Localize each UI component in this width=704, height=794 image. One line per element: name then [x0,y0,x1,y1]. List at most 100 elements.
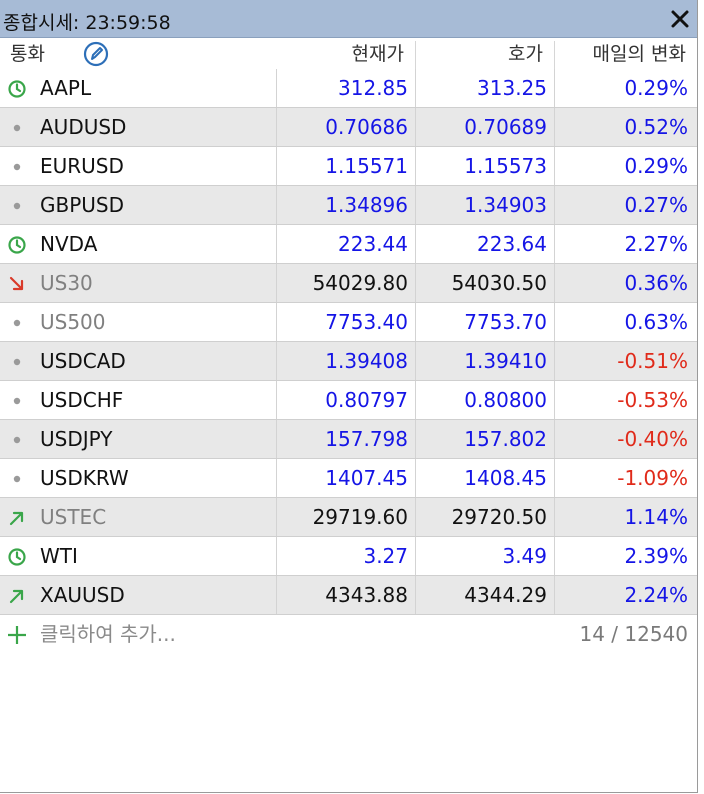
table-row[interactable]: WTI 3.27 3.49 2.39% [0,537,697,576]
table-row[interactable]: USDJPY 157.798 157.802 -0.40% [0,420,697,459]
table-row[interactable]: USTEC 29719.60 29720.50 1.14% [0,498,697,537]
column-divider [415,342,416,380]
ask-price: 54030.50 [451,271,547,295]
bid-price: 54029.80 [312,271,408,295]
symbol-name: EURUSD [40,154,124,178]
symbol-name: AUDUSD [40,115,127,139]
ask-price: 3.49 [502,544,547,568]
ask-price: 1408.45 [464,466,547,490]
column-divider [415,264,416,302]
symbol-name: USTEC [40,505,107,529]
bid-price: 223.44 [338,232,408,256]
table-row[interactable]: EURUSD 1.15571 1.15573 0.29% [0,147,697,186]
symbol-name: AAPL [40,76,92,100]
column-divider [415,537,416,575]
header-bid[interactable]: 현재가 [351,43,404,65]
column-divider [276,459,277,497]
close-icon[interactable] [668,7,692,31]
column-divider [276,342,277,380]
column-divider [554,459,555,497]
table-row[interactable]: USDKRW 1407.45 1408.45 -1.09% [0,459,697,498]
symbol-name: US30 [40,271,93,295]
edit-icon[interactable] [83,41,109,67]
column-divider [276,303,277,341]
column-divider [276,498,277,536]
table-row[interactable]: AAPL 312.85 313.25 0.29% [0,69,697,108]
column-divider [554,147,555,185]
ask-price: 313.25 [477,76,547,100]
bid-price: 4343.88 [325,583,408,607]
table-row[interactable]: XAUUSD 4343.88 4344.29 2.24% [0,576,697,615]
daily-change: -0.40% [617,427,688,451]
table-row[interactable]: USDCHF 0.80797 0.80800 -0.53% [0,381,697,420]
ask-price: 0.80800 [464,388,547,412]
header-symbol[interactable]: 통화 [10,43,45,65]
symbol-name: XAUUSD [40,583,125,607]
bid-price: 157.798 [325,427,408,451]
plus-icon [8,626,26,644]
ask-price: 1.39410 [464,349,547,373]
column-divider [276,186,277,224]
column-divider [415,459,416,497]
column-divider [554,498,555,536]
column-divider [276,381,277,419]
table-row[interactable]: US500 7753.40 7753.70 0.63% [0,303,697,342]
symbol-count: 14 / 12540 [579,622,688,646]
column-divider [554,69,555,107]
column-divider [415,576,416,614]
dot-icon [13,358,21,366]
column-divider [276,108,277,146]
symbol-name: USDKRW [40,466,129,490]
symbol-name: US500 [40,310,106,334]
column-divider [415,420,416,458]
table-row[interactable]: AUDUSD 0.70686 0.70689 0.52% [0,108,697,147]
table-row[interactable]: US30 54029.80 54030.50 0.36% [0,264,697,303]
table-row[interactable]: NVDA 223.44 223.64 2.27% [0,225,697,264]
ask-price: 4344.29 [464,583,547,607]
column-divider [554,303,555,341]
header-ask[interactable]: 호가 [508,43,543,65]
column-divider [415,69,416,107]
table-row[interactable]: GBPUSD 1.34896 1.34903 0.27% [0,186,697,225]
clock-icon [8,548,26,566]
column-divider [554,537,555,575]
column-divider [554,264,555,302]
arrow-down-right-icon [9,276,24,291]
clock-icon [8,80,26,98]
ask-price: 1.34903 [464,193,547,217]
bid-price: 1.39408 [325,349,408,373]
column-divider [276,225,277,263]
column-divider [554,381,555,419]
daily-change: 1.14% [624,505,688,529]
column-divider [276,147,277,185]
header-divider [554,41,555,69]
column-divider [276,420,277,458]
column-divider [554,108,555,146]
daily-change: 2.39% [624,544,688,568]
bid-price: 1.15571 [325,154,408,178]
column-divider [276,576,277,614]
column-divider [554,420,555,458]
column-header: 통화 현재가 호가 매일의 변화 [0,38,697,71]
table-row[interactable]: USDCAD 1.39408 1.39410 -0.51% [0,342,697,381]
column-divider [554,342,555,380]
ask-price: 29720.50 [451,505,547,529]
daily-change: -0.53% [617,388,688,412]
column-divider [415,303,416,341]
symbol-name: GBPUSD [40,193,125,217]
daily-change: 0.29% [624,154,688,178]
column-divider [415,108,416,146]
dot-icon [13,397,21,405]
ask-price: 157.802 [464,427,547,451]
window-title: 종합시세: 23:59:58 [3,12,171,34]
add-symbol-row[interactable]: 클릭하여 추가... 14 / 12540 [0,614,697,654]
column-divider [554,225,555,263]
column-divider [276,264,277,302]
clock-icon [8,236,26,254]
symbol-name: WTI [40,544,78,568]
header-change[interactable]: 매일의 변화 [592,43,686,65]
dot-icon [13,202,21,210]
ask-price: 223.64 [477,232,547,256]
daily-change: 2.27% [624,232,688,256]
daily-change: 0.52% [624,115,688,139]
